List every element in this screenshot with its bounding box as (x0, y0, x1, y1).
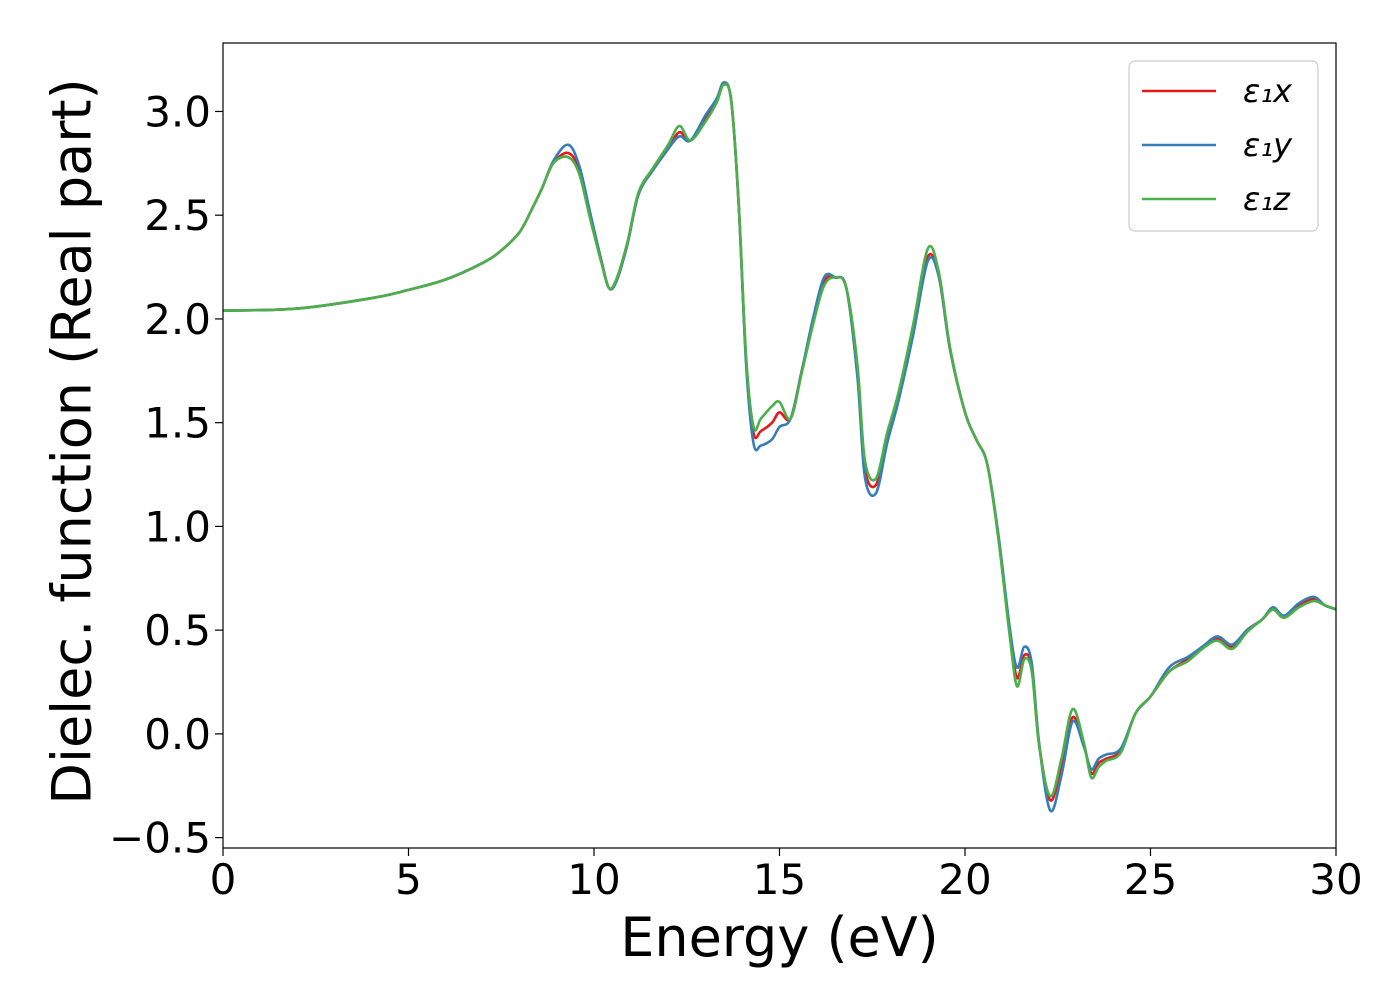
x-tick-label: 5 (395, 855, 422, 904)
legend-label-2: ε₁y (1243, 126, 1293, 164)
y-tick-label: −0.5 (109, 814, 211, 863)
legend-box (1128, 60, 1319, 232)
y-tick-label: 0.0 (144, 710, 211, 759)
y-tick-label: 1.5 (144, 399, 211, 448)
x-tick-label: 0 (210, 855, 237, 904)
legend-label-3: ε₁z (1243, 180, 1291, 218)
y-tick-label: 2.0 (144, 295, 211, 344)
legend-label-1: ε₁x (1243, 72, 1293, 110)
x-tick-label: 20 (938, 855, 991, 904)
y-tick-label: 3.0 (144, 87, 211, 136)
y-axis: −0.5 0.0 0.5 1.0 1.5 2.0 2.5 3.0 (109, 87, 223, 863)
x-tick-label: 25 (1124, 855, 1177, 904)
y-tick-label: 1.0 (144, 502, 211, 551)
legend: ε₁x ε₁y ε₁z (1128, 60, 1319, 232)
y-axis-label: Dielec. function (Real part) (41, 78, 104, 804)
x-axis: 0 5 10 15 20 25 30 (210, 848, 1363, 904)
x-tick-label: 15 (753, 855, 806, 904)
series-line-3 (223, 82, 1336, 798)
series-layer (223, 81, 1336, 813)
x-tick-label: 30 (1309, 855, 1362, 904)
x-tick-label: 10 (567, 855, 620, 904)
y-tick-label: 2.5 (144, 191, 211, 240)
y-tick-label: 0.5 (144, 606, 211, 655)
x-axis-label: Energy (eV) (620, 906, 939, 969)
